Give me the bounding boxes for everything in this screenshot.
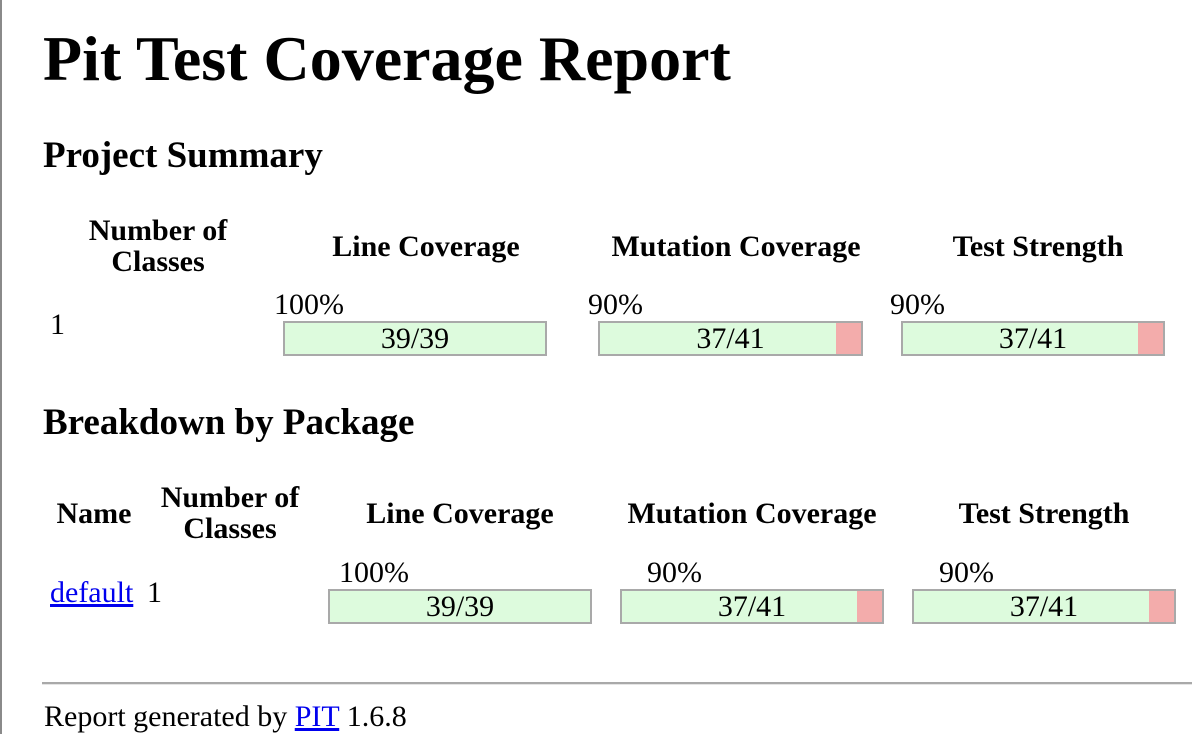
ps-header-classes-line2: Classes bbox=[111, 244, 205, 278]
bd-mutation-ratio: 37/41 bbox=[717, 589, 787, 623]
bd-header-test-strength: Test Strength bbox=[958, 497, 1130, 530]
ps-header-line-coverage: Line Coverage bbox=[332, 230, 520, 263]
bd-mutation-coverage-bar: 37/41 bbox=[620, 589, 884, 624]
ps-test-strength-bar: 37/41 bbox=[901, 321, 1165, 356]
bd-header-mutation-coverage: Mutation Coverage bbox=[627, 497, 877, 530]
ps-strength-ratio: 37/41 bbox=[998, 321, 1068, 355]
bd-classes-count: 1 bbox=[147, 576, 162, 609]
bd-strength-ratio: 37/41 bbox=[1009, 589, 1079, 623]
missed-segment bbox=[1138, 323, 1163, 354]
bd-header-classes-line2: Classes bbox=[183, 511, 277, 545]
ps-header-mutation-coverage: Mutation Coverage bbox=[611, 230, 861, 263]
ps-header-classes: Number of Classes bbox=[68, 214, 248, 278]
bd-strength-percent: 90% bbox=[939, 556, 994, 589]
pit-link[interactable]: PIT bbox=[294, 700, 340, 733]
ps-mutation-percent: 90% bbox=[588, 288, 643, 321]
bd-header-classes-line1: Number of bbox=[160, 481, 300, 514]
bd-line-percent: 100% bbox=[339, 556, 409, 589]
missed-segment bbox=[836, 323, 861, 354]
package-link-default[interactable]: default bbox=[50, 576, 134, 609]
ps-mutation-ratio: 37/41 bbox=[696, 321, 765, 355]
breakdown-heading: Breakdown by Package bbox=[43, 402, 415, 443]
bd-line-coverage-bar: 39/39 bbox=[328, 589, 592, 624]
ps-line-percent: 100% bbox=[274, 288, 344, 321]
bd-header-line-coverage: Line Coverage bbox=[366, 497, 554, 530]
footer-version: 1.6.8 bbox=[346, 700, 407, 733]
footer-prefix: Report generated by bbox=[44, 700, 288, 733]
ps-mutation-coverage-bar: 37/41 bbox=[598, 321, 863, 356]
bd-test-strength-bar: 37/41 bbox=[912, 589, 1176, 624]
bd-header-classes: Number of Classes bbox=[140, 481, 320, 545]
project-summary-heading: Project Summary bbox=[43, 135, 323, 176]
bd-line-ratio: 39/39 bbox=[425, 589, 495, 623]
ps-classes-count: 1 bbox=[50, 308, 65, 341]
ps-header-test-strength: Test Strength bbox=[952, 230, 1124, 263]
missed-segment bbox=[1149, 591, 1174, 622]
ps-header-classes-line1: Number of bbox=[88, 214, 228, 247]
footer: Report generated by PIT 1.6.8 bbox=[44, 700, 407, 733]
bd-mutation-percent: 90% bbox=[647, 556, 702, 589]
missed-segment bbox=[857, 591, 882, 622]
footer-divider bbox=[42, 682, 1192, 685]
page-title: Pit Test Coverage Report bbox=[43, 23, 731, 94]
ps-strength-percent: 90% bbox=[890, 288, 945, 321]
ps-line-ratio: 39/39 bbox=[380, 321, 450, 355]
bd-header-name: Name bbox=[56, 497, 132, 530]
ps-line-coverage-bar: 39/39 bbox=[283, 321, 547, 356]
